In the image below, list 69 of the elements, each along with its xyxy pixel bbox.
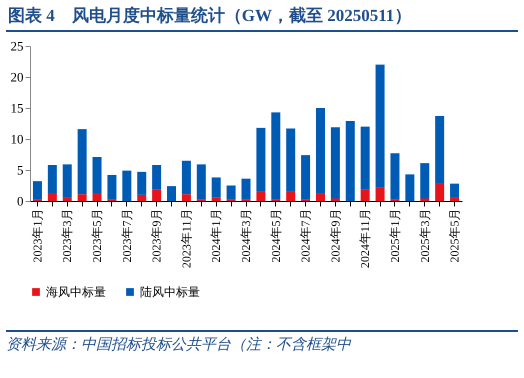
bar: [286, 128, 296, 192]
bar: [435, 183, 444, 201]
bar: [242, 178, 250, 200]
bar: [435, 116, 444, 184]
bar: [212, 177, 221, 198]
bar: [167, 186, 176, 201]
bar: [286, 191, 296, 201]
x-tick-label: 2025年5月: [448, 208, 462, 262]
bar: [182, 160, 191, 194]
y-tick-label: 25: [10, 38, 24, 54]
x-tick-label: 2023年11月: [179, 208, 194, 268]
x-tick-label: 2023年7月: [120, 208, 134, 262]
bar: [32, 181, 42, 200]
y-tick-label: 5: [17, 162, 24, 178]
bar: [346, 121, 355, 201]
x-tick-label: 2025年1月: [388, 208, 402, 262]
legend-label: 海风中标量: [46, 285, 106, 299]
bar: [450, 184, 460, 198]
bar: [390, 153, 400, 200]
bar: [450, 198, 460, 201]
x-tick-label: 2024年7月: [298, 208, 313, 262]
bar: [92, 192, 102, 201]
bar: [62, 164, 72, 198]
y-tick-label: 10: [10, 132, 24, 146]
x-tick-label: 2023年3月: [60, 208, 74, 262]
y-tick-label: 20: [10, 70, 24, 84]
bar: [212, 197, 221, 201]
bar: [62, 198, 72, 201]
bar: [256, 192, 266, 201]
bar: [360, 189, 370, 201]
bar: [360, 126, 370, 190]
bar: [405, 174, 414, 201]
bar: [376, 187, 385, 201]
bar: [137, 172, 146, 195]
bar: [137, 194, 146, 201]
bar: [48, 192, 57, 201]
bar: [48, 165, 57, 193]
bar: [196, 164, 206, 200]
bar: [226, 186, 236, 200]
bar: [316, 194, 325, 201]
x-tick-label: 2024年5月: [268, 208, 283, 262]
chart-title: 图表 4 风电月度中标量统计（GW，截至 20250511）: [6, 4, 518, 32]
bar: [92, 156, 102, 193]
bar: [256, 128, 266, 192]
x-tick-label: 2024年9月: [328, 208, 342, 262]
bar: [107, 174, 116, 200]
bar: [301, 155, 310, 200]
bar: [122, 170, 132, 201]
bar: [78, 129, 87, 194]
bar: [152, 189, 162, 201]
x-tick-label: 2024年1月: [209, 208, 224, 262]
x-tick-label: 2024年11月: [358, 208, 372, 268]
bar: [78, 194, 87, 201]
bar: [330, 127, 340, 199]
y-tick-label: 15: [10, 100, 24, 116]
bar: [152, 165, 162, 190]
x-tick-label: 2024年3月: [239, 208, 253, 262]
x-tick-label: 2023年5月: [90, 208, 104, 262]
x-tick-label: 2023年9月: [150, 208, 164, 262]
x-tick-label: 2025年3月: [418, 208, 432, 262]
x-tick-label: 2023年1月: [30, 208, 44, 262]
bar: [316, 108, 325, 194]
bar: [271, 112, 280, 200]
bar: [376, 64, 385, 188]
bar: [182, 194, 191, 201]
bar: [420, 163, 430, 199]
y-tick-label: 0: [17, 194, 24, 208]
text: 资料来源：中国招标投标公共平台（注：不含框架中: [6, 330, 518, 354]
legend-label: 陆风中标量: [140, 285, 200, 299]
